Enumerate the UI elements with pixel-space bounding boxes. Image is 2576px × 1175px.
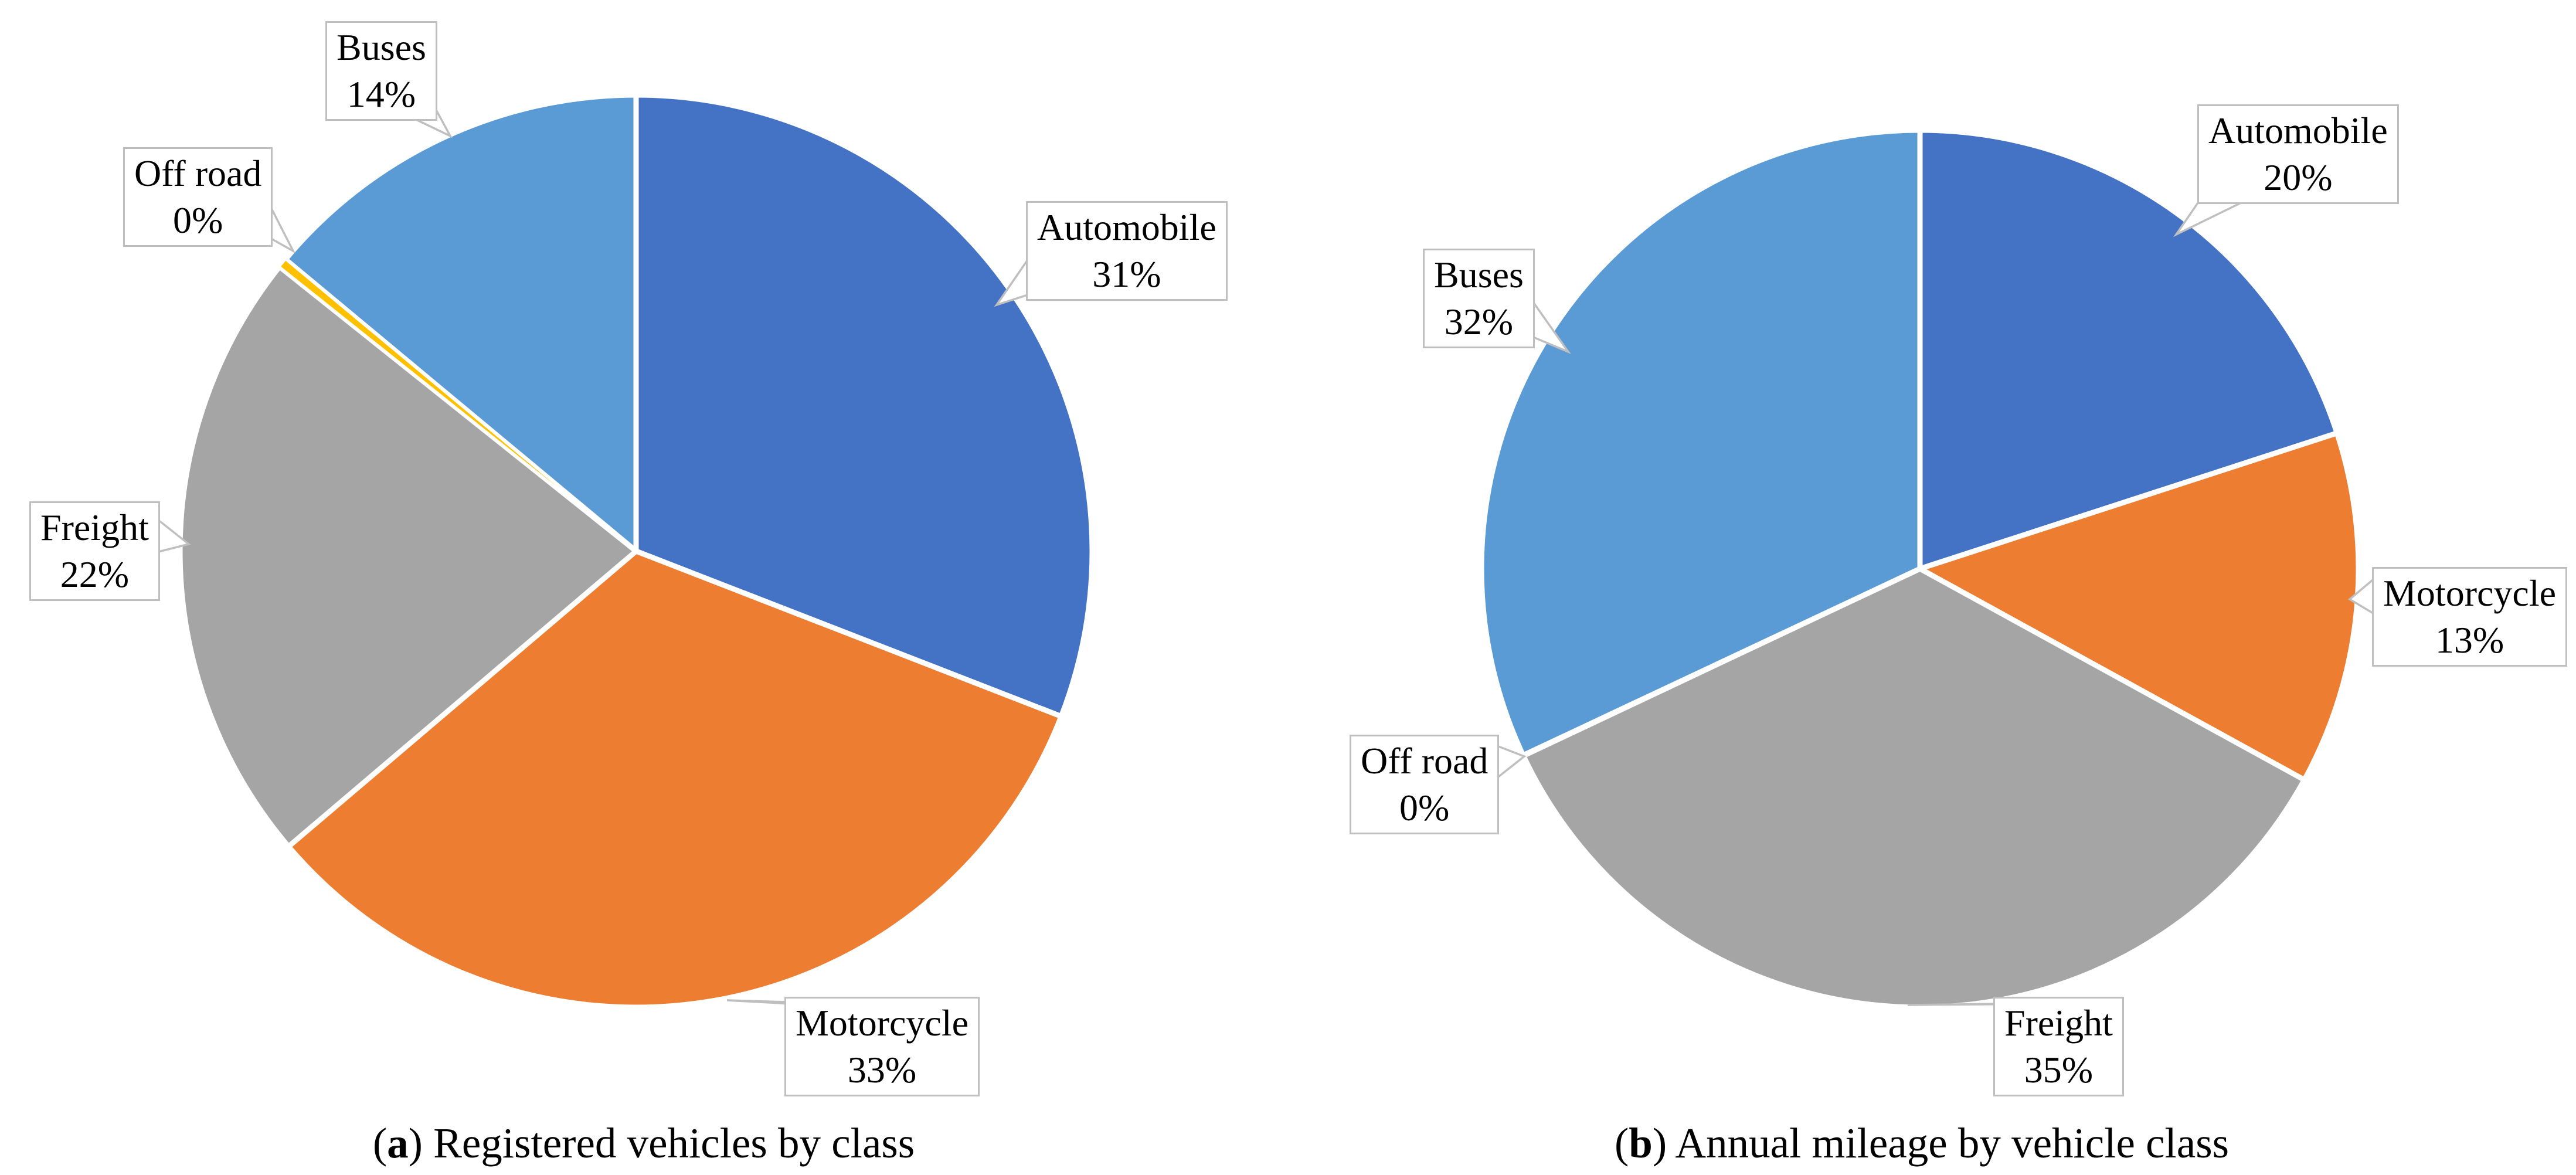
callout-percent: 14% <box>346 73 416 115</box>
callout-b-buses: Buses 32% <box>1423 249 1535 348</box>
callout-percent: 32% <box>1444 301 1514 342</box>
callout-b-freight: Freight 35% <box>1993 997 2124 1096</box>
callout-percent: 22% <box>60 553 130 595</box>
chart-b-caption: (b) Annual mileage by vehicle class <box>1278 1115 2565 1171</box>
callout-category: Automobile <box>1037 206 1216 248</box>
callout-b-motorcycle: Motorcycle 13% <box>2372 567 2567 667</box>
caption-paren-open: ( <box>372 1119 388 1167</box>
callout-category: Buses <box>337 26 426 68</box>
callout-a-off-road: Off road 0% <box>123 147 273 247</box>
callout-percent: 20% <box>2264 157 2333 198</box>
caption-marker: b <box>1629 1119 1653 1167</box>
callout-b-automobile: Automobile 20% <box>2197 104 2399 204</box>
pie-slice-b-automobile <box>1917 127 2340 572</box>
callout-a-motorcycle: Motorcycle 33% <box>784 997 980 1096</box>
callout-category: Buses <box>1434 254 1524 296</box>
pie-slice-b-motorcycle <box>1917 430 2361 783</box>
callout-category: Motorcycle <box>796 1002 968 1044</box>
callout-percent: 33% <box>847 1049 917 1091</box>
callout-category: Automobile <box>2208 110 2388 151</box>
chart-a-caption: (a) Registered vehicles by class <box>0 1115 1287 1171</box>
callout-percent: 13% <box>2435 619 2504 661</box>
caption-text: ) Registered vehicles by class <box>408 1119 915 1167</box>
callout-category: Motorcycle <box>2383 572 2556 614</box>
callout-percent: 31% <box>1092 253 1161 295</box>
callout-category: Freight <box>40 507 149 548</box>
callout-percent: 35% <box>2024 1049 2094 1091</box>
callout-category: Off road <box>1361 740 1488 782</box>
callout-category: Freight <box>2004 1002 2113 1044</box>
pie-slice-a-off-road <box>278 258 637 552</box>
pie-slice-b-freight <box>1520 566 2307 1010</box>
callout-percent: 0% <box>1399 787 1450 828</box>
pie-slice-a-motorcycle <box>286 548 1064 1010</box>
pie-slice-a-freight <box>177 264 639 850</box>
callout-category: Off road <box>134 152 262 194</box>
caption-text: ) Annual mileage by vehicle class <box>1652 1119 2230 1167</box>
callout-a-freight: Freight 22% <box>29 501 160 601</box>
callout-a-automobile: Automobile 31% <box>1026 201 1228 301</box>
callout-b-off-road: Off road 0% <box>1350 735 1500 834</box>
pie-slice-a-buses <box>283 92 639 554</box>
callout-a-buses: Buses 14% <box>325 21 437 121</box>
callout-percent: 0% <box>173 199 223 241</box>
caption-marker: a <box>387 1119 409 1167</box>
caption-paren-open: ( <box>1614 1119 1629 1167</box>
